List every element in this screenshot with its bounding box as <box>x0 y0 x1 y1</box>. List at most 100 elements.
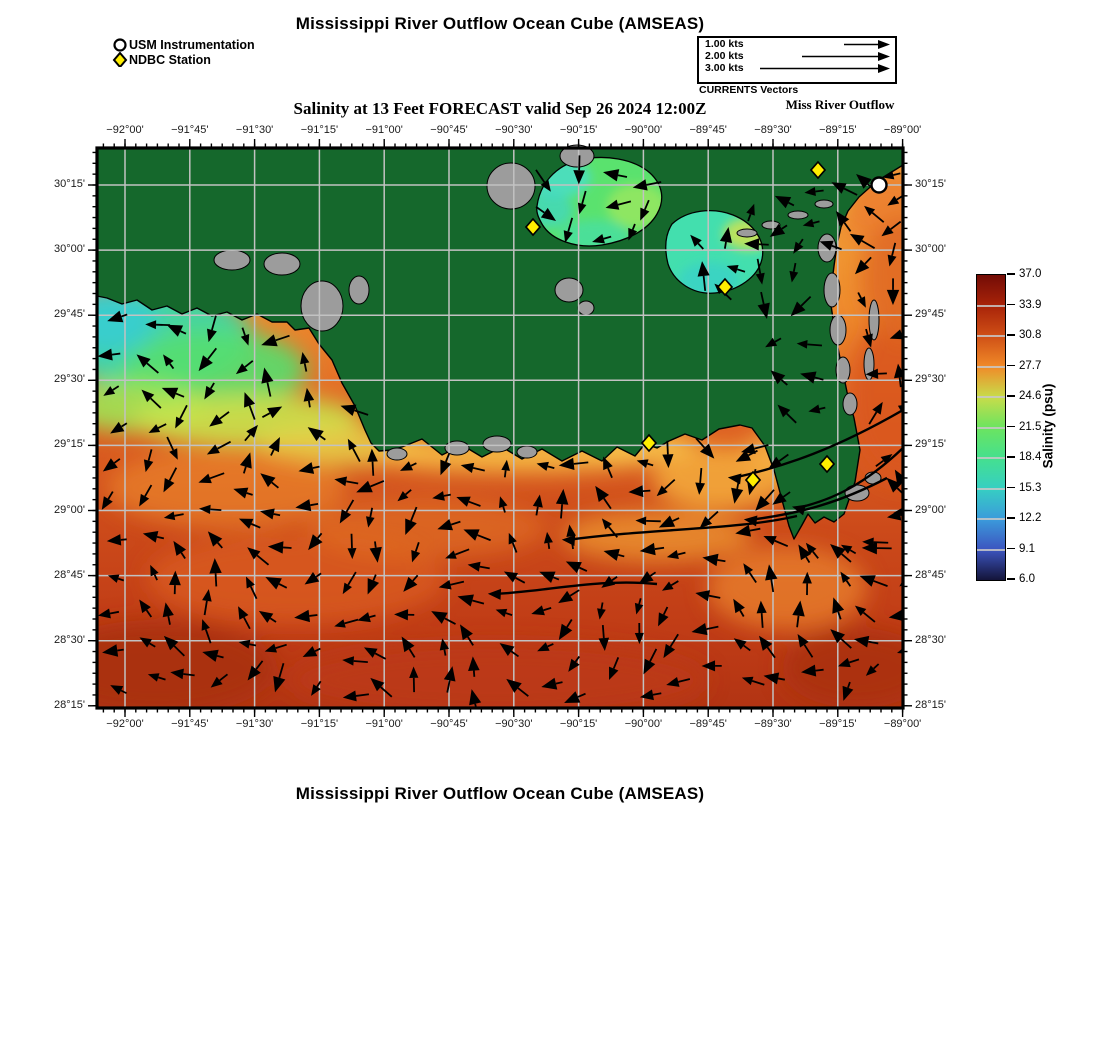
usm-instrumentation-marker <box>870 176 888 194</box>
lat-tick-label-left: 29°00' <box>54 503 85 516</box>
lon-tick-label-bottom: −91°15' <box>300 718 339 730</box>
colorbar-tick-label: 27.7 <box>1019 359 1042 372</box>
lon-tick-label-bottom: −89°15' <box>819 718 857 730</box>
salinity-colorbar <box>976 274 1006 581</box>
lat-tick-label-left: 29°15' <box>54 438 85 451</box>
colorbar-tick <box>1007 364 1015 367</box>
colorbar-gridline <box>977 457 1005 459</box>
forecast-subtitle: Salinity at 13 Feet FORECAST valid Sep 2… <box>293 99 707 118</box>
colorbar-gridline <box>977 487 1005 490</box>
lat-tick-label-right: 28°45' <box>915 568 946 581</box>
ndbc-station-marker <box>818 454 836 474</box>
currents-arrow-icon <box>802 52 890 61</box>
lat-tick-label-left: 28°45' <box>54 568 85 581</box>
colorbar-tick-label: 33.9 <box>1019 298 1042 311</box>
currents-speed-label: 1.00 kts <box>705 38 744 50</box>
colorbar-tick-label: 21.5 <box>1019 420 1042 433</box>
ndbc-station-marker <box>524 217 542 237</box>
station-markers <box>524 160 888 490</box>
figure-title: Mississippi River Outflow Ocean Cube (AM… <box>295 14 705 33</box>
currents-arrow-icon <box>760 64 890 73</box>
lat-tick-label-left: 28°30' <box>54 633 85 646</box>
currents-legend-caption: CURRENTS Vectors <box>699 84 799 96</box>
lat-tick-label-right: 29°45' <box>915 308 946 321</box>
colorbar-tick <box>1007 425 1015 428</box>
colorbar-tick-label: 12.2 <box>1019 512 1042 524</box>
lon-tick-label-bottom: −91°45' <box>171 718 209 730</box>
colorbar-tick-label: 37.0 <box>1019 268 1042 280</box>
map-frame <box>95 146 905 710</box>
figure-footer-title: Mississippi River Outflow Ocean Cube (AM… <box>295 784 705 803</box>
colorbar-tick-label: 15.3 <box>1019 481 1042 494</box>
lat-tick-label-right: 28°30' <box>915 633 946 646</box>
colorbar-gridline <box>977 548 1005 551</box>
currents-legend-row: 2.00 kts <box>699 51 895 62</box>
colorbar-tick <box>1007 303 1015 306</box>
currents-speed-label: 2.00 kts <box>705 50 744 62</box>
colorbar-tick-label: 9.1 <box>1019 542 1035 555</box>
colorbar-gridline <box>977 426 1005 429</box>
currents-speed-label: 3.00 kts <box>705 62 744 74</box>
ndbc-station-marker <box>640 433 658 453</box>
ndbc-station-marker <box>716 277 734 297</box>
lon-tick-label-bottom: −92°00' <box>106 718 144 730</box>
lon-tick-label-bottom: −91°30' <box>235 718 274 730</box>
lon-tick-label-top: −90°45' <box>430 124 468 136</box>
axis-tick-marks <box>88 139 912 717</box>
lon-tick-label-top: −89°30' <box>754 124 792 136</box>
ndbc-station-marker <box>744 470 762 490</box>
lon-tick-label-top: −89°00' <box>883 124 922 136</box>
colorbar-gridline <box>977 518 1005 520</box>
region-label: Miss River Outflow <box>785 97 895 112</box>
lat-tick-label-left: 30°15' <box>54 178 85 190</box>
ndbc-legend-label: NDBC Station <box>129 52 211 67</box>
lat-tick-label-left: 30°00' <box>54 243 85 256</box>
currents-arrow-icon <box>844 40 890 49</box>
lon-tick-label-bottom: −90°45' <box>430 718 468 730</box>
lat-tick-label-right: 29°30' <box>915 373 946 386</box>
ndbc-station-marker <box>809 160 827 180</box>
lon-tick-label-top: −92°00' <box>106 124 144 136</box>
usm-circle-icon <box>112 37 129 52</box>
colorbar-tick-label: 30.8 <box>1019 329 1042 341</box>
lat-tick-label-right: 30°15' <box>915 178 946 190</box>
colorbar-gridline <box>977 304 1005 307</box>
colorbar-tick-label: 18.4 <box>1019 451 1042 463</box>
colorbar-tick-label: 6.0 <box>1019 573 1035 585</box>
station-legend: USM Instrumentation NDBC Station <box>112 37 255 69</box>
lat-tick-label-right: 29°00' <box>915 503 946 516</box>
lon-tick-label-top: −90°30' <box>495 124 533 136</box>
lon-tick-label-bottom: −90°00' <box>624 718 663 730</box>
lon-tick-label-top: −91°15' <box>300 124 339 136</box>
colorbar-tick <box>1007 456 1015 458</box>
lon-tick-label-top: −89°45' <box>689 124 727 136</box>
lat-tick-label-left: 29°45' <box>54 308 85 321</box>
current-vectors <box>97 155 903 708</box>
salinity-map <box>88 139 912 717</box>
legend-row-ndbc: NDBC Station <box>112 51 255 69</box>
colorbar-tick <box>1007 486 1015 489</box>
ndbc-diamond-icon <box>112 51 129 69</box>
currents-legend-row: 1.00 kts <box>699 39 895 50</box>
colorbar-tick-label: 24.6 <box>1019 390 1042 402</box>
lon-tick-label-top: −90°15' <box>559 124 598 136</box>
lon-tick-label-bottom: −89°45' <box>689 718 727 730</box>
colorbar-gridline <box>977 335 1005 337</box>
lat-tick-label-left: 29°30' <box>54 373 85 386</box>
usm-legend-label: USM Instrumentation <box>129 37 255 52</box>
colorbar-tick <box>1007 273 1015 275</box>
colorbar-tick <box>1007 547 1015 550</box>
map-canvas <box>88 139 912 717</box>
lon-tick-label-top: −91°00' <box>365 124 403 136</box>
lat-tick-label-right: 28°15' <box>915 698 946 711</box>
colorbar-tick <box>1007 578 1015 580</box>
currents-vector-legend: 1.00 kts 2.00 kts 3.00 kts <box>697 36 897 84</box>
colorbar-tick <box>1007 395 1015 397</box>
colorbar-label: Salinity (psu) <box>1040 383 1056 469</box>
lon-tick-label-top: −89°15' <box>819 124 857 136</box>
lon-tick-label-bottom: −91°00' <box>365 718 403 730</box>
lon-tick-label-bottom: −89°30' <box>754 718 792 730</box>
lat-tick-label-right: 30°00' <box>915 243 946 256</box>
colorbar-tick <box>1007 334 1015 336</box>
